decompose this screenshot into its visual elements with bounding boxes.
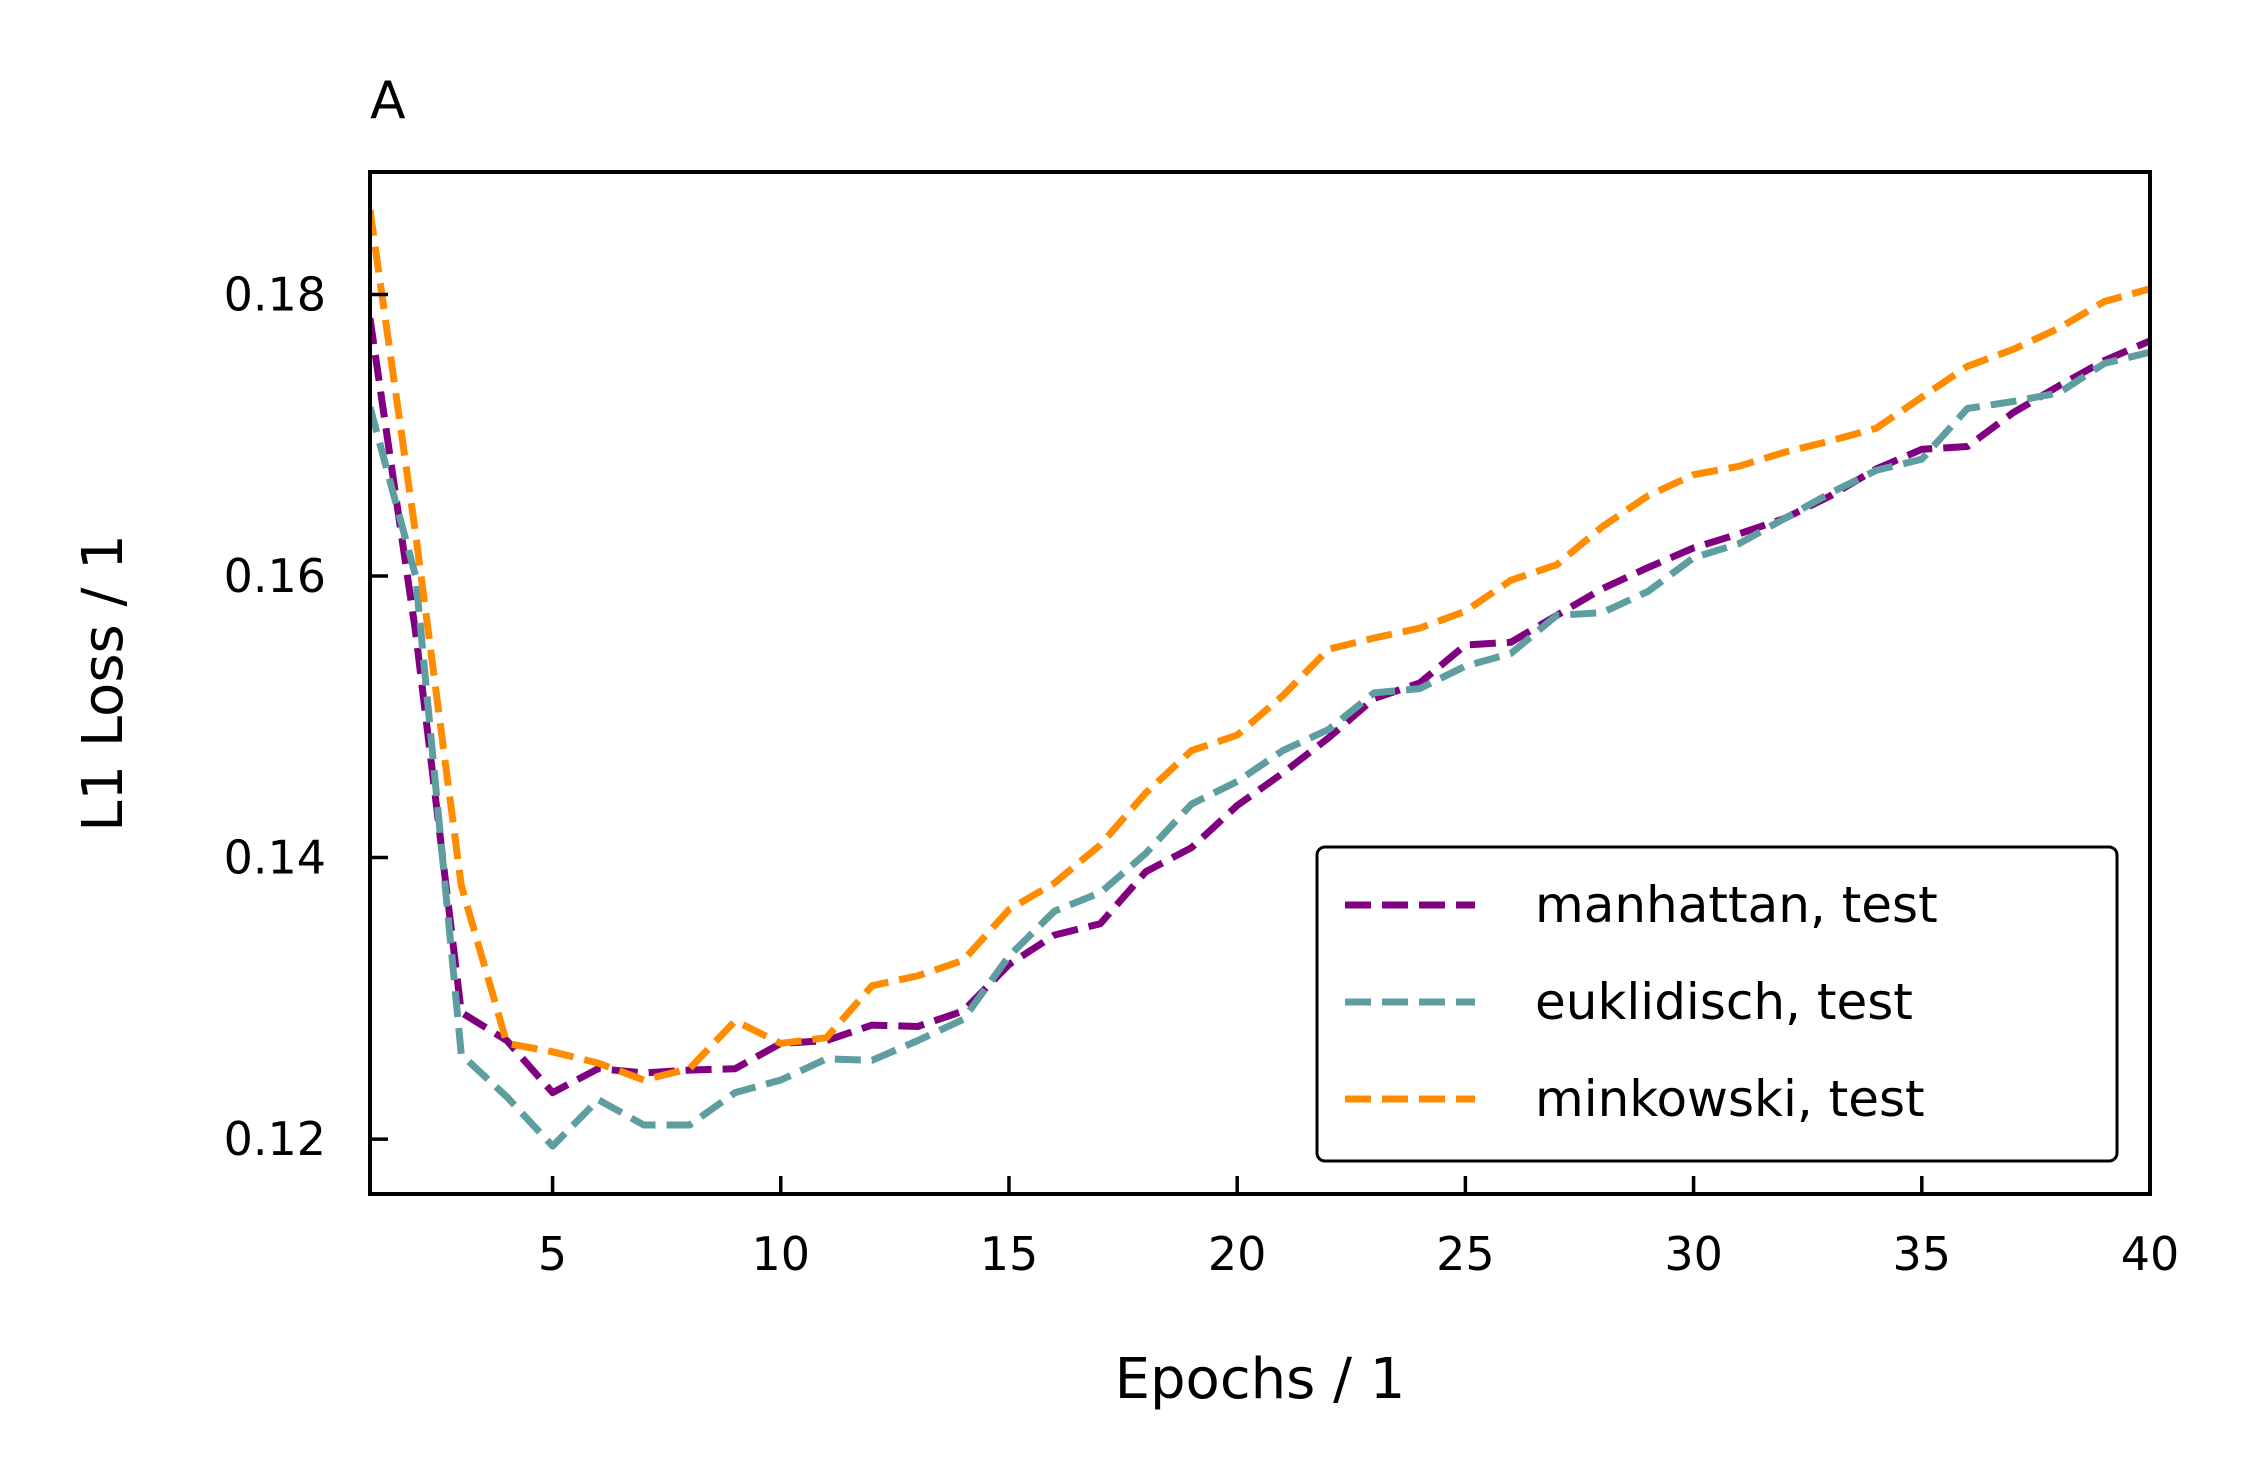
x-axis: 5 10 15 20 25 30 35 40 [538, 1176, 2179, 1281]
plot-area [370, 209, 2150, 1150]
y-axis-label: L1 Loss / 1 [71, 534, 136, 832]
x-tick-label: 25 [1436, 1227, 1495, 1281]
legend: manhattan, test euklidisch, test minkowski… [1315, 845, 2119, 1163]
legend-label-1: manhattan, test [1535, 876, 1938, 934]
x-axis-label: Epochs / 1 [1115, 1347, 1406, 1412]
legend-label-3: minkowski, test [1535, 1070, 1925, 1128]
legend-label-2: euklidisch, test [1535, 973, 1913, 1031]
y-tick-label: 0.12 [224, 1112, 326, 1166]
x-tick-label: 35 [1893, 1227, 1952, 1281]
plot-frame [368, 170, 2152, 1196]
x-tick-label: 20 [1208, 1227, 1267, 1281]
x-tick-label: 15 [980, 1227, 1039, 1281]
x-tick-label: 30 [1664, 1227, 1723, 1281]
y-tick-label: 0.14 [224, 831, 326, 885]
x-tick-label: 10 [751, 1227, 810, 1281]
y-tick-label: 0.16 [224, 549, 326, 603]
y-axis: 0.12 0.14 0.16 0.18 [224, 267, 388, 1166]
x-tick-label: 5 [538, 1227, 567, 1281]
y-tick-label: 0.18 [224, 267, 326, 321]
legend-frame [1315, 845, 2119, 1163]
series-line-3 [370, 209, 2150, 1084]
series-line-2 [370, 348, 2150, 1150]
x-tick-label: 40 [2121, 1227, 2180, 1281]
panel-label: A [370, 71, 406, 131]
